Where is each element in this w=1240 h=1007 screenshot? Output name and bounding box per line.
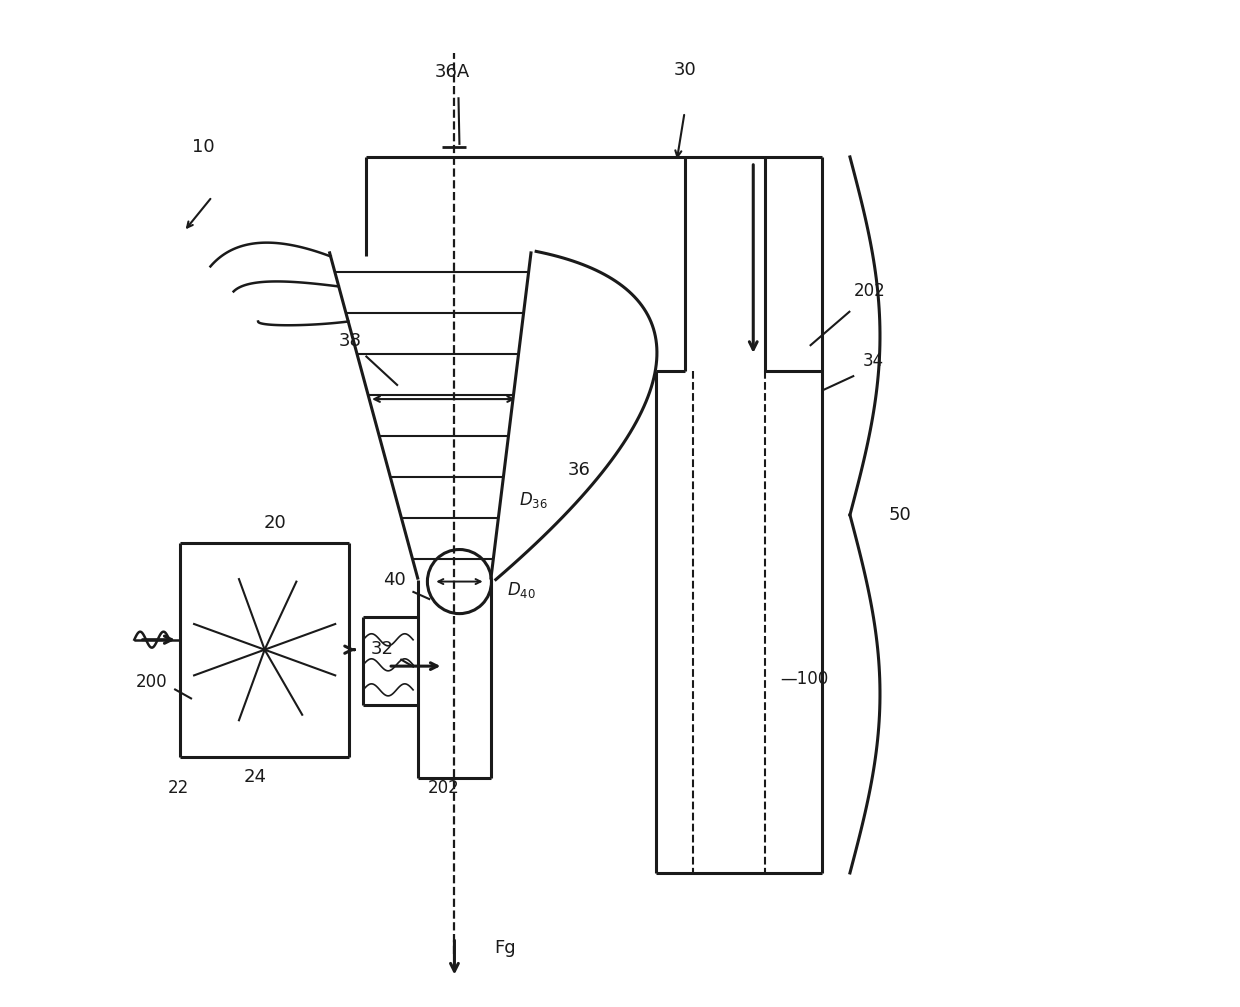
Text: $D_{40}$: $D_{40}$ xyxy=(507,579,536,599)
Text: 36A: 36A xyxy=(434,63,470,82)
Text: 38: 38 xyxy=(339,332,362,349)
Text: 40: 40 xyxy=(383,571,405,588)
Text: 202: 202 xyxy=(854,282,885,300)
Text: $D_{36}$: $D_{36}$ xyxy=(520,490,548,510)
Text: Fg: Fg xyxy=(495,939,516,957)
Text: 50: 50 xyxy=(889,506,911,524)
Text: 202: 202 xyxy=(428,779,460,798)
Text: 24: 24 xyxy=(243,767,267,785)
Text: 22: 22 xyxy=(167,779,188,798)
Text: 34: 34 xyxy=(862,351,883,370)
Text: —100: —100 xyxy=(780,670,828,688)
Text: 30: 30 xyxy=(673,61,696,80)
Text: 10: 10 xyxy=(192,138,215,156)
Text: 36: 36 xyxy=(568,461,591,479)
Text: 20: 20 xyxy=(263,514,286,532)
Text: 32: 32 xyxy=(371,640,394,659)
Text: 200: 200 xyxy=(136,673,167,691)
